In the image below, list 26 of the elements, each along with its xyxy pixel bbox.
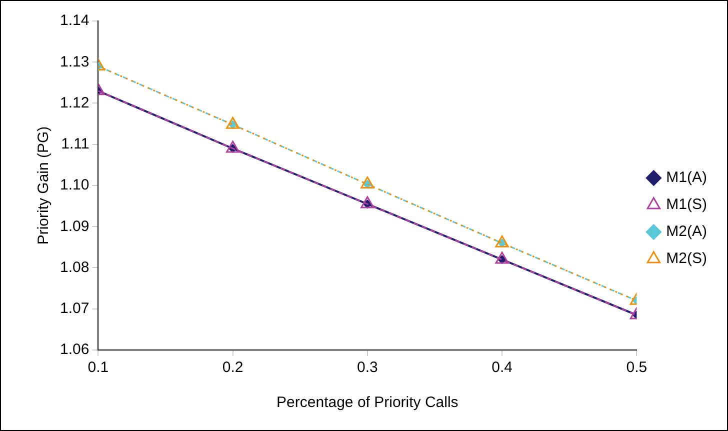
point (226, 140, 240, 153)
y-tick-label: 1.14 (60, 12, 90, 30)
point (495, 235, 509, 248)
legend-label: M1(S) (666, 196, 708, 214)
y-tick-label: 1.12 (60, 94, 90, 112)
legend-label: M2(A) (666, 223, 708, 240)
point (360, 176, 374, 189)
y-tick-label: 1.06 (60, 341, 90, 358)
y-tick-label: 1.13 (60, 53, 90, 70)
x-tick-label: 0.3 (357, 359, 378, 376)
x-tick-label: 0.4 (492, 359, 512, 376)
x-axis-title: Percentage of Priority Calls (276, 394, 458, 412)
x-tick-label: 0.1 (88, 359, 109, 376)
y-tick-label: 1.08 (60, 258, 90, 276)
legend-label: M1(A) (666, 169, 708, 186)
x-tick-label: 0.2 (222, 359, 244, 376)
y-tick-label: 1.11 (61, 136, 90, 153)
y-tick-label: 1.10 (60, 176, 90, 194)
y-tick-label: 1.07 (60, 300, 90, 318)
point (495, 252, 509, 264)
y-tick-label: 1.09 (60, 218, 90, 235)
y-axis-title: Priority Gain (PG) (35, 126, 52, 245)
point (226, 116, 240, 129)
point (360, 196, 374, 208)
legend-label: M2(S) (666, 250, 708, 268)
x-tick-label: 0.5 (626, 359, 648, 376)
